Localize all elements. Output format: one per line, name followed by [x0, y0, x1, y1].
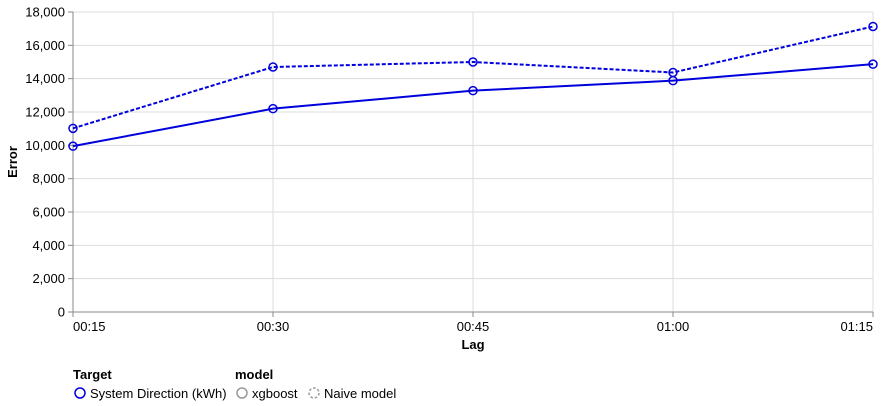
y-tick-label: 6,000	[32, 205, 65, 220]
legend-target-symbol	[74, 387, 86, 399]
data-point-xgboost	[868, 59, 878, 69]
y-tick-label: 12,000	[25, 105, 65, 120]
data-point-naive-model	[868, 21, 878, 32]
legend-model-symbol	[308, 387, 320, 399]
y-tick-label: 2,000	[32, 271, 65, 286]
data-points	[68, 21, 878, 151]
x-tick-label: 01:00	[657, 319, 690, 334]
x-tick-label: 01:15	[840, 319, 873, 334]
axes: 0 2,000 4,000 6,000 8,000 10,000 12,000 14,000 1…	[25, 5, 874, 334]
x-tick-label: 00:30	[257, 319, 290, 334]
data-point-naive-model	[668, 67, 678, 78]
y-tick-label: 10,000	[25, 138, 65, 153]
y-tick-label: 8,000	[32, 171, 65, 186]
data-point-xgboost	[268, 103, 278, 114]
data-point-xgboost	[68, 141, 78, 151]
x-axis-title: Lag	[461, 337, 484, 352]
data-point-xgboost	[468, 85, 478, 96]
x-tick-label: 00:45	[457, 319, 490, 334]
legend-model-label: xgboost	[252, 386, 298, 401]
x-tick-label: 00:15	[73, 319, 106, 334]
series-lines	[72, 25, 874, 148]
series-line-naive-model	[72, 25, 874, 130]
y-tick-label: 16,000	[25, 38, 65, 53]
legend-target-label: System Direction (kWh)	[90, 386, 227, 401]
data-point-naive-model	[468, 57, 478, 67]
legend: Target model System Direction (kWh) xgboo…	[73, 367, 396, 401]
legend-model-label: Naive model	[324, 386, 396, 401]
legend-target-title: Target	[73, 367, 112, 382]
y-tick-label: 0	[58, 305, 65, 320]
grid	[72, 11, 874, 313]
data-point-naive-model	[68, 123, 78, 134]
legend-model-title: model	[235, 367, 273, 382]
y-tick-label: 4,000	[32, 238, 65, 253]
series-line-xgboost	[72, 63, 874, 148]
legend-model-symbol	[236, 387, 248, 399]
y-tick-label: 18,000	[25, 5, 65, 20]
y-axis-title: Error	[5, 146, 20, 178]
data-point-naive-model	[268, 62, 278, 72]
y-tick-label: 14,000	[25, 71, 65, 86]
